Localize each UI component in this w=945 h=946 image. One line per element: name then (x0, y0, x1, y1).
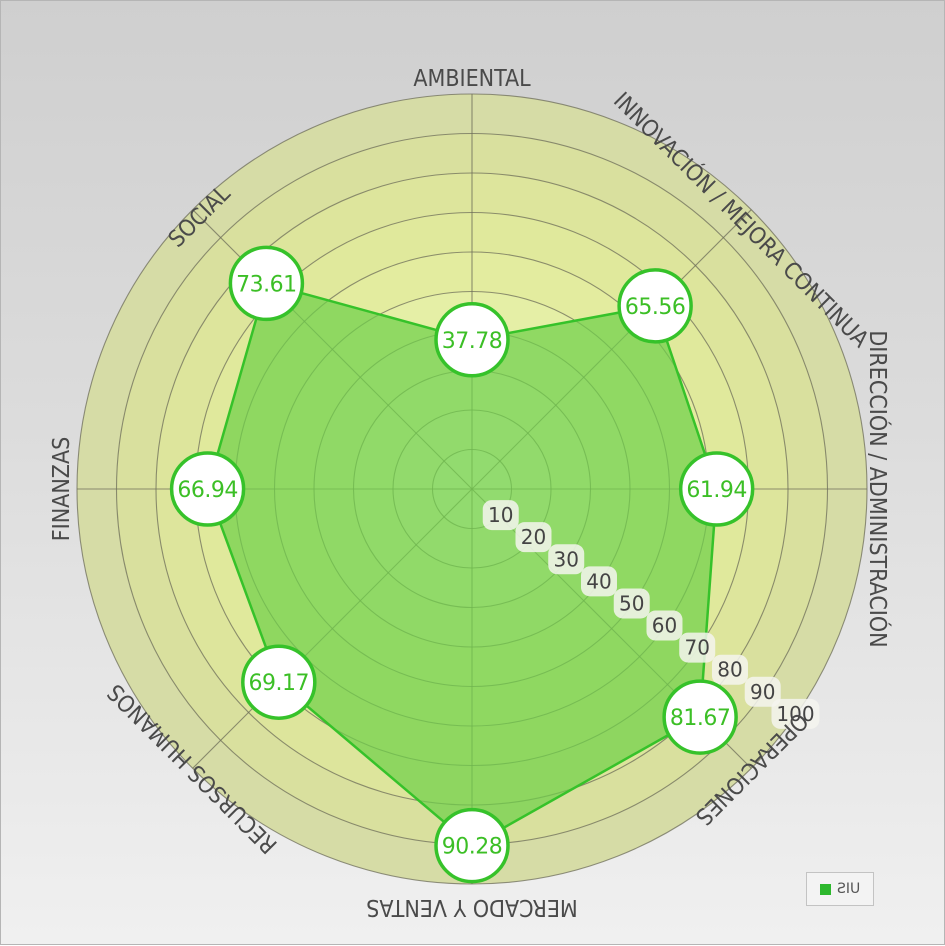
category-label: MERCADO Y VENTAS (366, 894, 578, 920)
value-marker (228, 245, 305, 322)
tick-label: 100 (776, 702, 814, 726)
value-label: 69.17 (249, 671, 309, 696)
tick-label: 20 (521, 525, 546, 549)
value-marker (678, 451, 755, 527)
value-label: 65.56 (625, 295, 685, 320)
tick-label-bg (679, 632, 716, 663)
tick-label: 10 (488, 503, 513, 527)
category-label: AMBIENTAL (413, 66, 531, 92)
value-label: 61.94 (686, 478, 746, 503)
value-marker (169, 451, 246, 527)
tick-label-bg (613, 588, 650, 619)
tick-label-bg (771, 698, 820, 729)
legend-label: UIS (836, 881, 861, 897)
value-marker (434, 302, 510, 378)
tick-label: 30 (554, 547, 579, 571)
value-marker (241, 644, 317, 720)
tick-label-bg (580, 566, 617, 597)
tick-label-bg (711, 654, 748, 685)
value-marker (617, 268, 693, 344)
tick-label-bg (646, 610, 683, 641)
value-label: 66.94 (177, 478, 237, 503)
value-label: 90.28 (442, 835, 502, 860)
category-label: DIRECCIÓN / ADMINISTRACIÓN (864, 330, 892, 647)
tick-label: 80 (717, 658, 742, 682)
tick-label: 90 (750, 680, 775, 704)
category-label: FINANZAS (49, 437, 75, 542)
tick-label: 50 (619, 591, 644, 615)
tick-label-bg (482, 500, 519, 531)
legend-swatch (819, 883, 831, 895)
legend[interactable]: UIS (806, 872, 874, 906)
tick-label-bg (744, 676, 781, 707)
value-label: 73.61 (236, 272, 296, 297)
tick-label-bg (515, 522, 552, 553)
value-label: 81.67 (670, 706, 730, 731)
value-label: 37.78 (442, 329, 502, 354)
tick-label: 40 (586, 569, 611, 593)
tick-label: 70 (685, 636, 710, 660)
value-marker (434, 807, 510, 884)
value-marker (662, 679, 738, 755)
tick-label-bg (548, 544, 585, 575)
tick-label: 60 (652, 614, 677, 638)
